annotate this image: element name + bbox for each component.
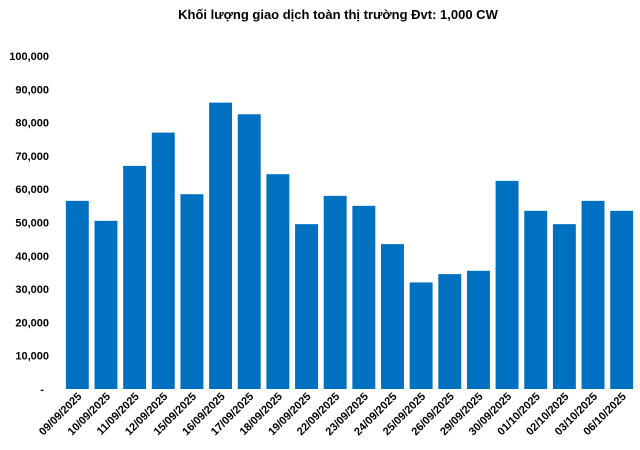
bar	[552, 224, 576, 389]
bar	[381, 244, 404, 389]
y-tick-label: 40,000	[15, 251, 49, 263]
bar	[209, 102, 233, 390]
bar	[581, 200, 605, 389]
y-tick-label: -	[40, 384, 44, 396]
y-tick-label: 90,000	[15, 84, 49, 96]
bar	[409, 282, 433, 389]
bar	[352, 205, 376, 389]
bar	[524, 210, 548, 389]
y-tick-label: 20,000	[15, 317, 49, 329]
bar	[323, 195, 347, 389]
y-axis-ticks: - 10,000 20,000 30,000 40,000 50,000 60,000 70,…	[9, 51, 49, 396]
bar	[237, 114, 261, 390]
bar	[180, 194, 204, 389]
y-tick-label: 50,000	[15, 218, 49, 230]
y-tick-label: 10,000	[15, 351, 49, 363]
x-axis-ticks: 09/09/202510/09/202511/09/202512/09/2025…	[37, 391, 629, 438]
bar	[438, 274, 462, 389]
bar	[94, 220, 118, 389]
bar	[495, 180, 519, 389]
bars	[65, 102, 634, 390]
bar	[295, 224, 318, 389]
y-tick-label: 100,000	[9, 51, 49, 63]
bar	[610, 210, 634, 389]
bar	[151, 132, 175, 389]
y-tick-label: 30,000	[15, 284, 49, 296]
chart-title: Khối lượng giao dịch toàn thị trường Đvt…	[178, 7, 498, 22]
bar	[266, 174, 290, 389]
bar	[466, 270, 490, 389]
bar	[65, 200, 89, 389]
y-tick-label: 60,000	[15, 184, 49, 196]
bar	[123, 165, 147, 389]
y-tick-label: 80,000	[15, 118, 49, 130]
y-tick-label: 70,000	[15, 151, 49, 163]
